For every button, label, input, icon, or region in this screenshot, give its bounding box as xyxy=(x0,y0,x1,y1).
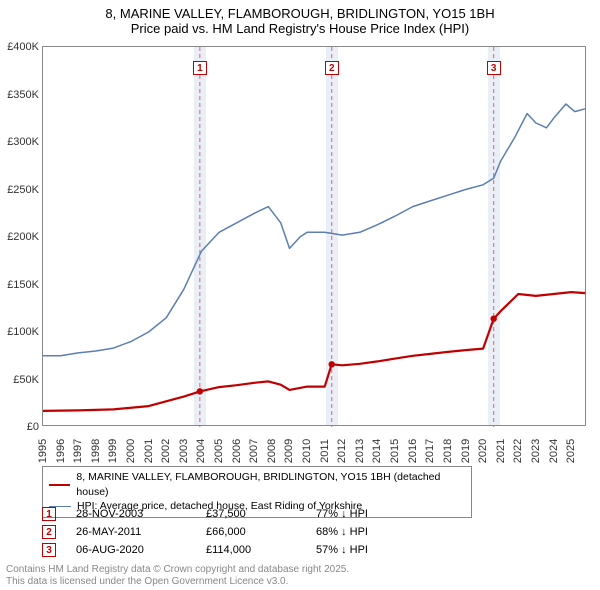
x-axis-tick-label: 2019 xyxy=(460,436,472,466)
transaction-price: £66,000 xyxy=(206,526,296,538)
transaction-marker: 2 xyxy=(42,525,56,539)
price-paid-marker xyxy=(197,388,203,394)
transaction-row: 2 26-MAY-2011 £66,000 68% ↓ HPI xyxy=(42,523,416,541)
event-marker-box: 2 xyxy=(325,61,339,75)
y-axis-tick-label: £200K xyxy=(1,231,39,243)
x-axis-tick-label: 2004 xyxy=(195,436,207,466)
transaction-row: 3 06-AUG-2020 £114,000 57% ↓ HPI xyxy=(42,541,416,559)
x-axis-tick-label: 2017 xyxy=(424,436,436,466)
title-line-1: 8, MARINE VALLEY, FLAMBOROUGH, BRIDLINGT… xyxy=(10,6,590,21)
x-axis-tick-label: 2010 xyxy=(301,436,313,466)
x-axis-tick-label: 2011 xyxy=(319,436,331,466)
price-paid-marker xyxy=(490,316,496,322)
plot-region: £0£50K£100K£150K£200K£250K£300K£350K£400… xyxy=(42,46,586,426)
transaction-delta: 57% ↓ HPI xyxy=(316,544,416,556)
transaction-price: £37,500 xyxy=(206,508,296,520)
footer-line-1: Contains HM Land Registry data © Crown c… xyxy=(6,564,349,576)
y-axis-tick-label: £100K xyxy=(1,326,39,338)
chart-svg xyxy=(43,47,587,427)
x-axis-tick-label: 2007 xyxy=(248,436,260,466)
x-axis-tick-label: 2001 xyxy=(143,436,155,466)
transaction-delta: 68% ↓ HPI xyxy=(316,526,416,538)
x-axis-tick-label: 2008 xyxy=(266,436,278,466)
x-axis-tick-label: 1998 xyxy=(90,436,102,466)
series-line-hpi xyxy=(43,104,585,356)
transaction-marker: 3 xyxy=(42,543,56,557)
title-line-2: Price paid vs. HM Land Registry's House … xyxy=(10,21,590,36)
x-axis-tick-label: 1995 xyxy=(37,436,49,466)
transaction-price: £114,000 xyxy=(206,544,296,556)
x-axis-tick-label: 2024 xyxy=(548,436,560,466)
x-axis-tick-label: 2009 xyxy=(283,436,295,466)
transaction-date: 26-MAY-2011 xyxy=(76,526,186,538)
transaction-date: 28-NOV-2003 xyxy=(76,508,186,520)
y-axis-tick-label: £400K xyxy=(1,41,39,53)
footer-line-2: This data is licensed under the Open Gov… xyxy=(6,576,349,588)
legend-row: 8, MARINE VALLEY, FLAMBOROUGH, BRIDLINGT… xyxy=(49,470,465,499)
y-axis-tick-label: £300K xyxy=(1,136,39,148)
x-axis-tick-label: 2014 xyxy=(371,436,383,466)
price-paid-marker xyxy=(329,361,335,367)
x-axis-tick-label: 2013 xyxy=(354,436,366,466)
x-axis-tick-label: 2003 xyxy=(178,436,190,466)
x-axis-tick-label: 2023 xyxy=(530,436,542,466)
transaction-marker: 1 xyxy=(42,507,56,521)
event-marker-box: 1 xyxy=(193,61,207,75)
x-axis-tick-label: 1999 xyxy=(107,436,119,466)
y-axis-tick-label: £50K xyxy=(1,374,39,386)
transaction-delta: 77% ↓ HPI xyxy=(316,508,416,520)
x-axis-tick-label: 2015 xyxy=(389,436,401,466)
chart-area: £0£50K£100K£150K£200K£250K£300K£350K£400… xyxy=(42,46,586,426)
x-axis-tick-label: 2012 xyxy=(336,436,348,466)
footer-attribution: Contains HM Land Registry data © Crown c… xyxy=(6,564,349,588)
event-marker-box: 3 xyxy=(487,61,501,75)
legend-label: 8, MARINE VALLEY, FLAMBOROUGH, BRIDLINGT… xyxy=(76,470,465,499)
x-axis-tick-label: 2018 xyxy=(442,436,454,466)
transaction-date: 06-AUG-2020 xyxy=(76,544,186,556)
x-axis-tick-label: 2016 xyxy=(407,436,419,466)
y-axis-tick-label: £350K xyxy=(1,89,39,101)
x-axis-tick-label: 1997 xyxy=(72,436,84,466)
transaction-row: 1 28-NOV-2003 £37,500 77% ↓ HPI xyxy=(42,505,416,523)
y-axis-tick-label: £150K xyxy=(1,279,39,291)
y-axis-tick-label: £250K xyxy=(1,184,39,196)
x-axis-tick-label: 2020 xyxy=(477,436,489,466)
x-axis-tick-label: 2006 xyxy=(231,436,243,466)
transactions-table: 1 28-NOV-2003 £37,500 77% ↓ HPI 2 26-MAY… xyxy=(42,505,416,559)
x-axis-tick-label: 1996 xyxy=(55,436,67,466)
x-axis-tick-label: 2022 xyxy=(512,436,524,466)
chart-container: 8, MARINE VALLEY, FLAMBOROUGH, BRIDLINGT… xyxy=(0,0,600,590)
x-axis-tick-label: 2002 xyxy=(160,436,172,466)
series-line-price_paid xyxy=(43,292,585,411)
legend-swatch xyxy=(49,484,70,486)
y-axis-tick-label: £0 xyxy=(1,421,39,433)
title-block: 8, MARINE VALLEY, FLAMBOROUGH, BRIDLINGT… xyxy=(0,0,600,38)
x-axis-tick-label: 2000 xyxy=(125,436,137,466)
x-axis-tick-label: 2005 xyxy=(213,436,225,466)
x-axis-tick-label: 2025 xyxy=(565,436,577,466)
x-axis-tick-label: 2021 xyxy=(495,436,507,466)
